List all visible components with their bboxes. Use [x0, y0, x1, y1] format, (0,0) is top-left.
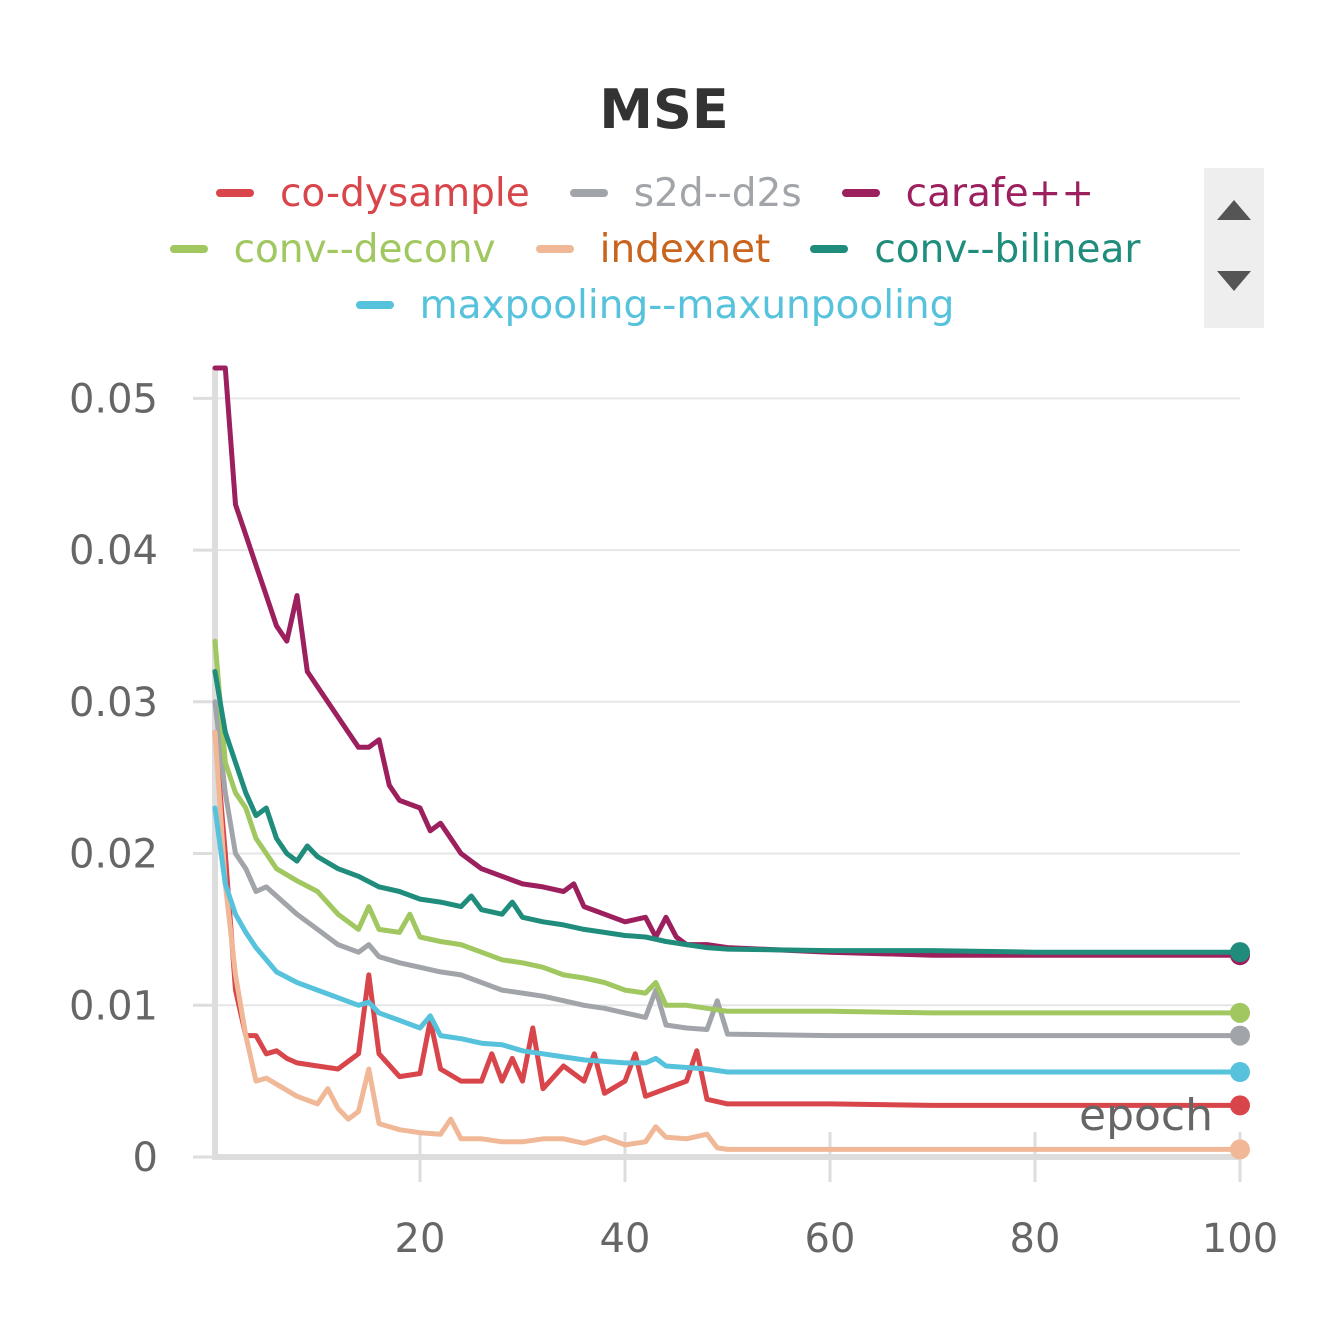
series-end-marker-1	[1230, 1025, 1250, 1046]
gridlines	[215, 397, 1240, 1007]
legend-item-conv-deconv[interactable]: conv--deconv	[169, 226, 496, 272]
series-line-5	[212, 669, 1243, 955]
x-tick-label: 60	[805, 1216, 856, 1262]
legend-item-s2d-d2s[interactable]: s2d--d2s	[569, 170, 802, 216]
series-line-0	[212, 729, 1243, 1108]
series-line-2	[212, 365, 1243, 958]
y-tick-label: 0.04	[69, 528, 158, 574]
legend-row: conv--deconv indexnet conv--bilinear	[120, 221, 1190, 277]
legend-label: maxpooling--maxunpooling	[419, 282, 955, 328]
legend-swatch	[355, 301, 394, 309]
x-tick-label: 80	[1010, 1216, 1061, 1262]
series-end-marker-3	[1230, 1002, 1250, 1023]
series-end-marker-0	[1230, 1095, 1250, 1116]
series-line-4	[212, 729, 1243, 1152]
legend-scroller	[1204, 168, 1264, 328]
triangle-up-icon[interactable]	[1217, 200, 1251, 220]
legend-row: maxpooling--maxunpooling	[120, 277, 1190, 333]
legend-item-maxpooling-maxunpooling[interactable]: maxpooling--maxunpooling	[355, 282, 955, 328]
legend-label: s2d--d2s	[633, 170, 802, 216]
legend-label: co-dysample	[279, 170, 530, 216]
series-line-1	[212, 699, 1243, 1039]
x-tick-label: 100	[1202, 1216, 1278, 1262]
y-tick-label: 0	[133, 1135, 158, 1181]
legend-item-indexnet[interactable]: indexnet	[535, 226, 771, 272]
legend-item-carafe[interactable]: carafe++	[841, 170, 1094, 216]
legend-swatch	[169, 245, 208, 253]
legend-item-co-dysample[interactable]: co-dysample	[215, 170, 530, 216]
y-tick-label: 0.02	[69, 832, 158, 878]
legend-item-conv-bilinear[interactable]: conv--bilinear	[810, 227, 1140, 272]
legend-swatch	[215, 189, 254, 197]
series-lines	[212, 365, 1250, 1160]
legend-label: carafe++	[905, 170, 1094, 216]
series-line-3	[212, 638, 1243, 1016]
series-end-marker-5	[1230, 942, 1250, 963]
x-axis-label: epoch	[1079, 1090, 1213, 1141]
x-tick-label: 40	[600, 1216, 651, 1262]
y-tick-label: 0.05	[69, 376, 158, 422]
series-line-6	[212, 805, 1243, 1075]
legend-swatch	[841, 189, 880, 197]
x-tick-label: 20	[395, 1216, 446, 1262]
series-end-marker-6	[1230, 1062, 1250, 1083]
legend-label: indexnet	[599, 226, 771, 272]
legend-label: conv--deconv	[233, 226, 496, 272]
legend: co-dysample s2d--d2s carafe++ conv--deco…	[120, 165, 1190, 333]
series-end-marker-4	[1230, 1139, 1250, 1160]
legend-row: co-dysample s2d--d2s carafe++	[120, 165, 1190, 221]
y-tick-label: 0.03	[69, 680, 158, 726]
chart-title: MSE	[599, 78, 729, 141]
tick-labels: 0 0.01 0.02 0.03 0.04 0.05 20 40 60 80 100 epoch	[69, 376, 1278, 1262]
y-tick-label: 0.01	[69, 983, 158, 1029]
legend-swatch	[810, 245, 849, 253]
legend-label: conv--bilinear	[874, 226, 1141, 272]
triangle-down-icon[interactable]	[1217, 271, 1251, 291]
legend-swatch	[569, 189, 608, 197]
legend-swatch	[535, 245, 574, 253]
